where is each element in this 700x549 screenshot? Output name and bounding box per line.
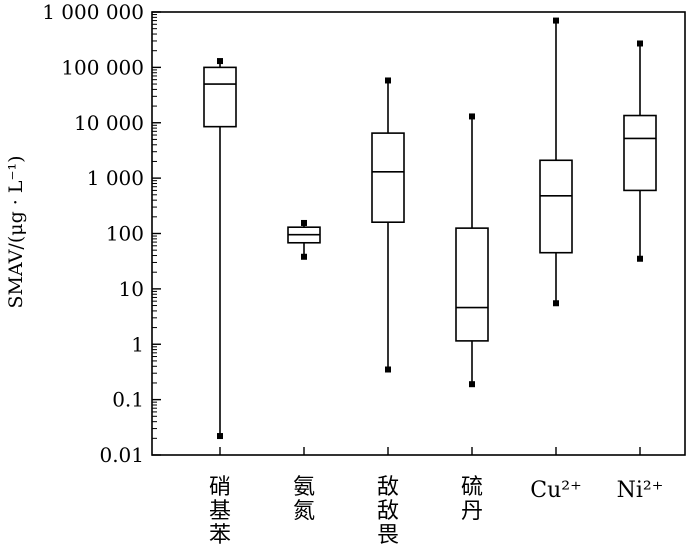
category-labels: 硝基苯 氨氮 敌敌畏 硫丹 Cu²⁺ Ni²⁺ bbox=[209, 475, 663, 548]
box-series bbox=[203, 17, 657, 440]
min-marker bbox=[469, 381, 475, 388]
category-label: 畏 bbox=[377, 523, 399, 548]
y-tick-label: 1 bbox=[131, 332, 144, 356]
min-marker bbox=[553, 300, 559, 307]
box-5 bbox=[539, 17, 573, 307]
iqr-box bbox=[371, 132, 405, 223]
category-label: 氨 bbox=[293, 475, 315, 500]
y-tick-label: 0.1 bbox=[112, 388, 144, 412]
iqr-box bbox=[455, 227, 489, 342]
category-label: 敌 bbox=[377, 475, 399, 500]
y-tick-label: 10 bbox=[119, 277, 144, 301]
max-marker bbox=[469, 113, 475, 120]
category-label: Ni²⁺ bbox=[617, 478, 664, 503]
box-4 bbox=[455, 113, 489, 388]
max-marker bbox=[385, 77, 391, 84]
category-label: 丹 bbox=[461, 499, 483, 524]
category-label: 基 bbox=[209, 499, 231, 524]
y-tick-label: 1 000 bbox=[87, 166, 144, 190]
min-marker bbox=[301, 253, 307, 260]
max-marker bbox=[217, 58, 223, 65]
category-label: 敌 bbox=[377, 499, 399, 524]
iqr-box bbox=[623, 114, 657, 192]
box-1 bbox=[203, 58, 237, 440]
min-marker bbox=[385, 366, 391, 373]
y-tick-label: 1 000 000 bbox=[42, 0, 144, 24]
y-axis-label: SMAV/(μg · L⁻¹) bbox=[5, 155, 27, 308]
category-label: 氮 bbox=[293, 499, 315, 524]
category-label: 苯 bbox=[209, 523, 231, 548]
box-2 bbox=[287, 219, 321, 260]
category-label: 硫 bbox=[461, 475, 483, 500]
box-6 bbox=[623, 40, 657, 262]
min-marker bbox=[637, 255, 643, 262]
category-label: Cu²⁺ bbox=[530, 478, 581, 503]
min-marker bbox=[217, 433, 223, 440]
y-tick-label: 100 000 bbox=[61, 55, 144, 79]
max-marker bbox=[637, 40, 643, 47]
max-marker bbox=[301, 219, 307, 226]
iqr-box bbox=[203, 66, 237, 128]
y-tick-label: 10 000 bbox=[74, 111, 144, 135]
category-label: 硝 bbox=[209, 475, 231, 500]
max-marker bbox=[553, 17, 559, 24]
y-tick-label: 0.01 bbox=[99, 443, 144, 467]
y-ticks: 0.01 0.1 1 10 100 1 000 10 000 100 000 1 000 000 bbox=[42, 0, 641, 467]
iqr-box bbox=[539, 159, 573, 254]
box-3 bbox=[371, 77, 405, 373]
y-tick-label: 100 bbox=[106, 222, 144, 246]
